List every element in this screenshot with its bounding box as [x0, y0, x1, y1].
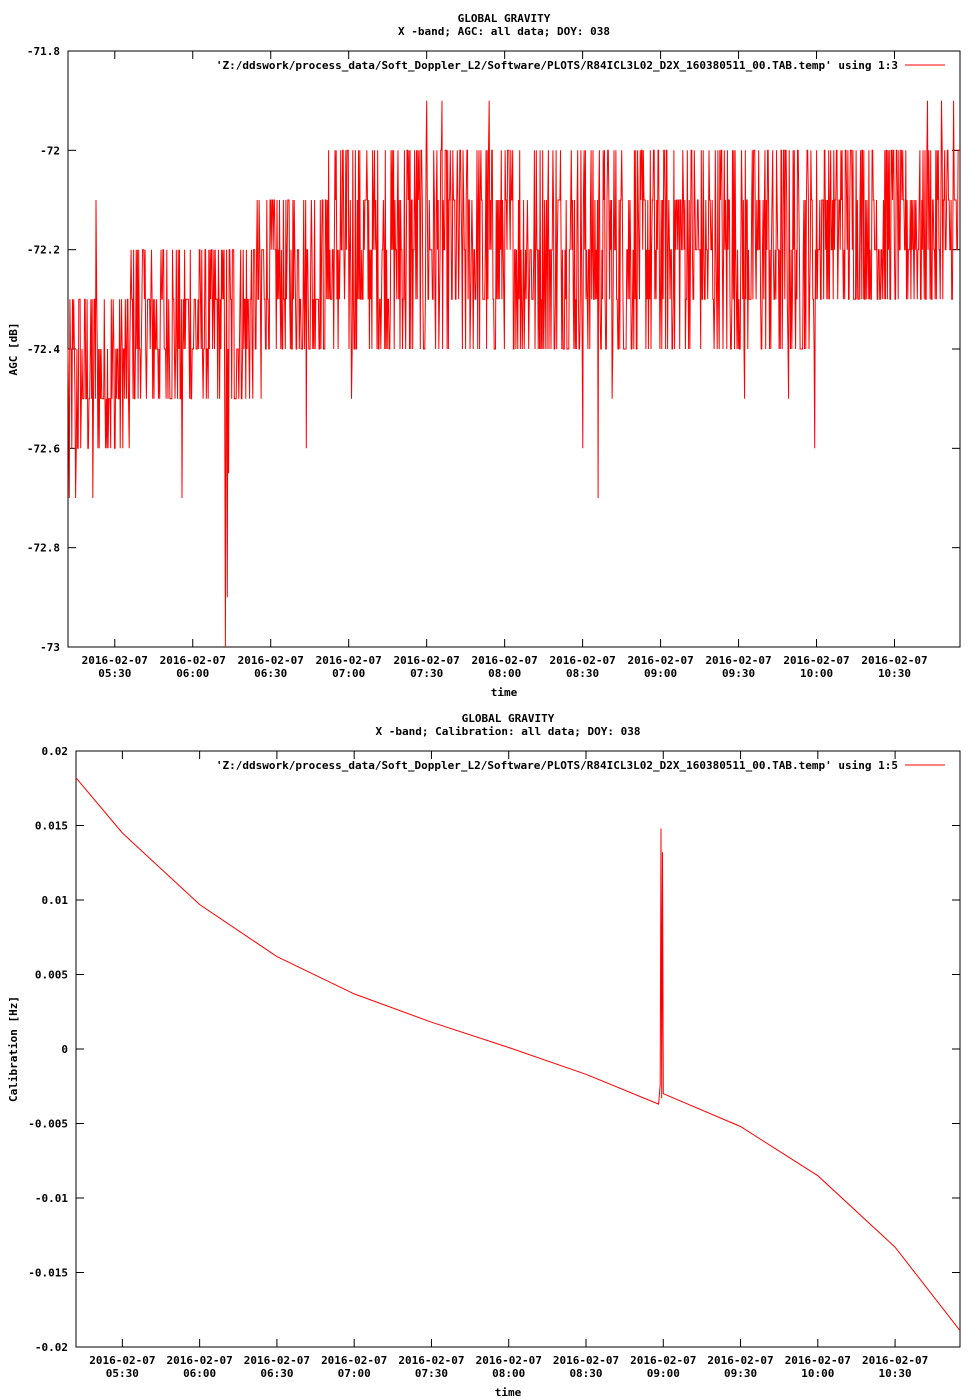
chart2-ytick-label: -0.02	[35, 1341, 68, 1354]
chart2-xtick-time: 06:30	[260, 1367, 293, 1380]
chart1-ytick-label: -72.4	[27, 343, 60, 356]
chart1-xtick-date: 2016-02-07	[627, 654, 693, 667]
chart2-ytick-label: 0.02	[42, 745, 69, 758]
chart1-subtitle: X -band; AGC: all data; DOY: 038	[398, 25, 610, 38]
chart2-xtick-date: 2016-02-07	[167, 1354, 233, 1367]
chart1-xtick-date: 2016-02-07	[705, 654, 771, 667]
chart2-xtick-time: 09:30	[724, 1367, 757, 1380]
chart1-xtick-date: 2016-02-07	[82, 654, 148, 667]
chart2-xtick-time: 09:00	[647, 1367, 680, 1380]
chart2-xtick-time: 10:30	[879, 1367, 912, 1380]
chart1-xtick-date: 2016-02-07	[472, 654, 538, 667]
chart1-ylabel: AGC [dB]	[7, 323, 20, 376]
chart1-xtick-time: 06:30	[254, 667, 287, 680]
chart1-xtick-date: 2016-02-07	[549, 654, 615, 667]
chart2-series-line	[75, 777, 961, 1331]
chart1-xtick-time: 08:00	[488, 667, 521, 680]
chart2-xtick-time: 08:30	[569, 1367, 602, 1380]
chart2-xtick-time: 07:30	[415, 1367, 448, 1380]
chart2-xtick-date: 2016-02-07	[630, 1354, 696, 1367]
chart2-ytick-label: -0.005	[28, 1118, 68, 1131]
chart2-ytick-label: -0.01	[35, 1192, 68, 1205]
chart1-xtick-time: 05:30	[98, 667, 131, 680]
chart2-xtick-date: 2016-02-07	[244, 1354, 310, 1367]
chart2-xtick-date: 2016-02-07	[476, 1354, 542, 1367]
chart1-ytick-label: -72	[40, 144, 60, 157]
chart2-xtick-time: 05:30	[106, 1367, 139, 1380]
chart2-ylabel: Calibration [Hz]	[7, 996, 20, 1102]
chart1-xtick-date: 2016-02-07	[316, 654, 382, 667]
chart1-xtick-date: 2016-02-07	[861, 654, 927, 667]
chart1-ytick-label: -73	[40, 641, 60, 654]
chart2-ytick-label: -0.015	[28, 1267, 68, 1280]
chart1-ytick-label: -72.2	[27, 244, 60, 257]
chart1-xtick-time: 08:30	[566, 667, 599, 680]
chart2-xtick-date: 2016-02-07	[398, 1354, 464, 1367]
chart1-xtick-time: 07:00	[332, 667, 365, 680]
chart1-xtick-date: 2016-02-07	[394, 654, 460, 667]
chart2-xtick-date: 2016-02-07	[707, 1354, 773, 1367]
chart2-xtick-time: 10:00	[801, 1367, 834, 1380]
chart2-xtick-date: 2016-02-07	[785, 1354, 851, 1367]
chart2-xtick-date: 2016-02-07	[862, 1354, 928, 1367]
chart1-ytick-label: -72.8	[27, 542, 60, 555]
chart1-ytick-label: -72.6	[27, 442, 60, 455]
chart2-xtick-date: 2016-02-07	[553, 1354, 619, 1367]
chart1-xtick-time: 10:30	[878, 667, 911, 680]
chart1-xtick-date: 2016-02-07	[160, 654, 226, 667]
chart1-title: GLOBAL GRAVITY	[458, 12, 551, 25]
chart2-title: GLOBAL GRAVITY	[462, 712, 555, 725]
chart1-xtick-date: 2016-02-07	[238, 654, 304, 667]
chart1-legend-label: 'Z:/ddswork/process_data/Soft_Doppler_L2…	[216, 59, 898, 72]
chart1-xtick-time: 09:00	[644, 667, 677, 680]
chart2-xtick-time: 07:00	[338, 1367, 371, 1380]
chart2-xtick-time: 06:00	[183, 1367, 216, 1380]
chart1-xlabel: time	[491, 686, 518, 699]
chart2-subtitle: X -band; Calibration: all data; DOY: 038	[376, 725, 641, 738]
chart2-xtick-date: 2016-02-07	[89, 1354, 155, 1367]
chart2-ytick-label: 0.015	[35, 820, 68, 833]
chart1-xtick-time: 10:00	[800, 667, 833, 680]
chart2-plot-frame	[75, 750, 961, 1348]
chart1-series-line	[67, 100, 960, 648]
chart2-ytick-label: 0.01	[42, 894, 69, 907]
chart1-ytick-label: -71.8	[27, 45, 60, 58]
chart1-xtick-time: 06:00	[176, 667, 209, 680]
chart2-xtick-time: 08:00	[492, 1367, 525, 1380]
chart2-ytick-label: 0	[61, 1043, 68, 1056]
chart2-xtick-date: 2016-02-07	[321, 1354, 387, 1367]
chart1-xtick-date: 2016-02-07	[783, 654, 849, 667]
chart2-xlabel: time	[495, 1386, 522, 1399]
chart2-legend-label: 'Z:/ddswork/process_data/Soft_Doppler_L2…	[216, 759, 898, 772]
chart2-ytick-label: 0.005	[35, 969, 68, 982]
chart1-xtick-time: 09:30	[722, 667, 755, 680]
chart1-xtick-time: 07:30	[410, 667, 443, 680]
